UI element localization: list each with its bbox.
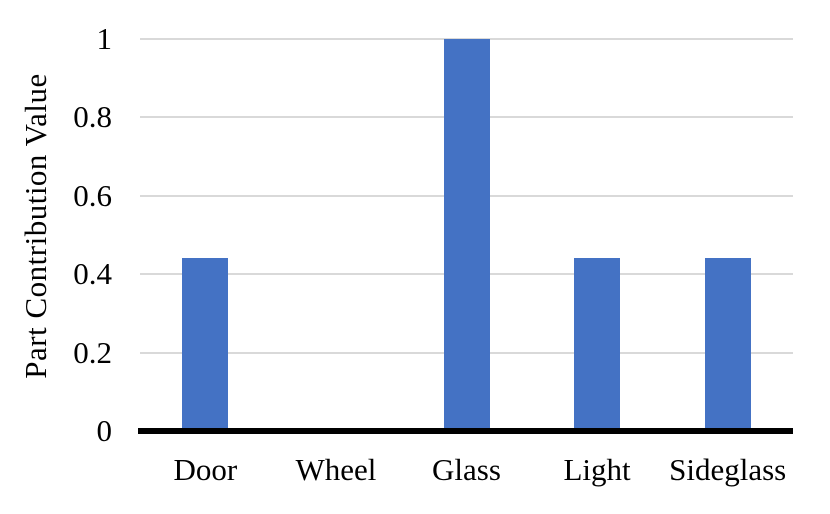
bar-glass [443,38,490,431]
x-label-sideglass: Sideglass [669,452,787,487]
x-axis-line [138,428,793,434]
y-tick-0.6: 0.6 [73,177,112,213]
y-tick-1: 1 [96,20,113,56]
y-tick-0.4: 0.4 [73,256,112,291]
y-tick-0: 0 [96,413,113,448]
x-label-light: Light [563,452,631,487]
y-tick-0.8: 0.8 [73,99,112,134]
bar-door [182,258,229,431]
x-label-wheel: Wheel [295,452,377,487]
bar-sideglass [704,258,751,431]
bar-light [574,258,621,431]
y-tick-0.2: 0.2 [73,334,112,370]
x-label-glass: Glass [432,452,501,487]
x-label-door: Door [173,452,238,487]
